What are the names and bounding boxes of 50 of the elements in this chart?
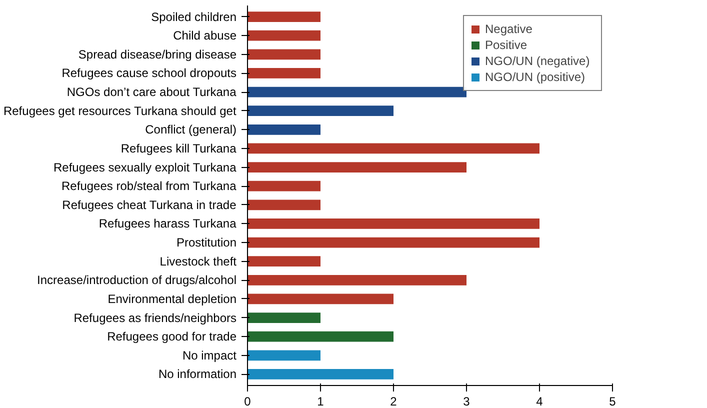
y-tick-label: No information xyxy=(158,367,237,382)
bar xyxy=(248,162,466,172)
bar xyxy=(248,218,540,229)
y-tick-label: Refugees good for trade xyxy=(107,330,237,344)
bar xyxy=(248,49,320,60)
bar xyxy=(248,256,320,267)
bar xyxy=(248,143,540,154)
y-tick-label: Refugees kill Turkana xyxy=(120,141,237,156)
y-tick-label: Refugees get resources Turkana should get xyxy=(3,104,237,118)
bar xyxy=(248,237,540,248)
y-tick-label: No impact xyxy=(182,348,238,362)
bar xyxy=(248,180,320,192)
y-tick-label: Refugees harass Turkana xyxy=(98,216,237,231)
x-tick-label: 2 xyxy=(390,394,398,408)
bar xyxy=(248,86,466,98)
y-tick-label: Spoiled children xyxy=(151,10,236,24)
x-tick-label: 1 xyxy=(317,394,324,408)
bar xyxy=(248,331,394,342)
bar xyxy=(248,274,466,286)
y-tick-label: Spread disease/bring disease xyxy=(78,47,237,62)
y-tick-label: Child abuse xyxy=(173,28,237,43)
legend-label: Negative xyxy=(485,22,534,36)
x-tick-label: 5 xyxy=(609,394,616,408)
bar xyxy=(248,124,320,135)
bar xyxy=(248,12,320,22)
y-tick-label: Environmental depletion xyxy=(108,292,236,306)
y-tick-label: Refugees rob/steal from Turkana xyxy=(62,179,237,194)
legend-label: Positive xyxy=(485,38,528,52)
y-tick-label: NGOs don’t care about Turkana xyxy=(66,85,237,100)
x-tick-label: 3 xyxy=(463,394,470,408)
legend-label: NGO/UN (positive) xyxy=(485,70,586,84)
bar xyxy=(248,200,320,210)
bar xyxy=(248,106,394,116)
legend-label: NGO/UN (negative) xyxy=(485,54,591,68)
y-tick-label: Refugees cause school dropouts xyxy=(62,66,236,80)
y-tick-label: Conflict (general) xyxy=(145,122,237,137)
y-tick-label: Refugees as friends/neighbors xyxy=(74,310,237,325)
bar xyxy=(248,350,320,361)
bar xyxy=(248,294,394,304)
bar xyxy=(248,68,320,78)
x-tick-label: 4 xyxy=(536,394,544,408)
x-tick-label: 0 xyxy=(244,394,252,408)
y-tick-label: Livestock theft xyxy=(160,254,238,268)
bar xyxy=(248,369,394,380)
bar xyxy=(248,30,320,41)
bar xyxy=(248,312,320,323)
y-tick-label: Refugees cheat Turkana in trade xyxy=(62,198,237,212)
y-tick-label: Prostitution xyxy=(176,236,236,250)
y-tick-label: Refugees sexually exploit Turkana xyxy=(54,160,237,174)
y-tick-label: Increase/introduction of drugs/alcohol xyxy=(37,273,236,288)
